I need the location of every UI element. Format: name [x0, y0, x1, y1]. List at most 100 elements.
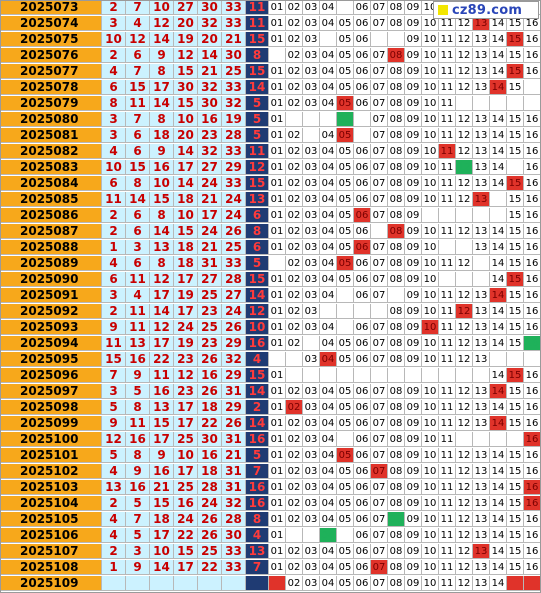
trend-cell: 04 — [320, 496, 337, 511]
draw-row: 2025105 4 7 18 24 26 28 8 01 02 03 04 05 06 07 08 09 10 11… — [0, 512, 541, 528]
trend-hit-cell: 02 — [286, 400, 303, 415]
red-ball-number: 2 — [102, 208, 126, 223]
trend-cell: 04 — [320, 208, 337, 223]
trend-cell: 04 — [320, 416, 337, 431]
red-ball-number: 6 — [126, 208, 150, 223]
trend-cell — [456, 208, 473, 223]
blue-ball-number: 6 — [246, 208, 269, 223]
red-ball-number: 28 — [198, 480, 222, 495]
trend-cell: 13 — [473, 464, 490, 479]
draw-row: 2025103 13 16 21 25 28 31 16 01 02 03 04 05 06 07 08 09 1… — [0, 480, 541, 496]
blue-ball-number: 12 — [246, 304, 269, 319]
trend-cell: 06 — [354, 32, 371, 47]
blue-ball-number: 4 — [246, 352, 269, 367]
trend-cell: 04 — [320, 320, 337, 335]
trend-cell: 06 — [354, 496, 371, 511]
trend-cell: 09 — [405, 80, 422, 95]
red-ball-number: 11 — [102, 192, 126, 207]
trend-cell: 09 — [405, 448, 422, 463]
trend-cell: 15 — [507, 208, 524, 223]
trend-cell: 05 — [337, 144, 354, 159]
trend-cell: 04 — [320, 480, 337, 495]
trend-cell: 07 — [371, 336, 388, 351]
site-logo[interactable]: cz89.com — [433, 1, 539, 19]
trend-cell: 03 — [303, 48, 320, 63]
trend-cell: 09 — [405, 64, 422, 79]
red-ball-number: 17 — [150, 288, 174, 303]
red-ball-number: 17 — [150, 336, 174, 351]
trend-cell: 10 — [422, 512, 439, 527]
red-ball-number: 25 — [198, 288, 222, 303]
red-ball-number: 21 — [198, 240, 222, 255]
red-ball-number: 25 — [174, 432, 198, 447]
red-ball-number: 17 — [174, 560, 198, 575]
draw-row: 2025073 2 7 10 27 30 33 11 01 02 03 04 06 07 08 09 10 — [0, 0, 541, 16]
red-ball-number: 26 — [198, 528, 222, 543]
trend-cell: 13 — [473, 64, 490, 79]
trend-hit-cell: 16 — [524, 480, 541, 495]
period-number: 2025082 — [0, 144, 102, 159]
red-ball-number: 30 — [198, 432, 222, 447]
red-ball-number: 11 — [126, 416, 150, 431]
trend-cell: 05 — [337, 400, 354, 415]
trend-cell — [388, 288, 405, 303]
trend-cell: 03 — [303, 464, 320, 479]
draw-row: 2025082 4 6 9 14 32 33 11 01 02 03 04 05 06 07 08 09 10 11… — [0, 144, 541, 160]
trend-cell: 16 — [524, 400, 541, 415]
trend-cell: 06 — [354, 224, 371, 239]
trend-cell: 12 — [456, 32, 473, 47]
red-ball-number: 21 — [150, 480, 174, 495]
red-ball-number: 18 — [150, 512, 174, 527]
trend-cell: 01 — [269, 288, 286, 303]
red-ball-number: 27 — [198, 160, 222, 175]
red-ball-number: 3 — [102, 16, 126, 31]
red-ball-number: 18 — [198, 464, 222, 479]
trend-cell: 08 — [388, 352, 405, 367]
blue-ball-number: 15 — [246, 272, 269, 287]
draw-row: 2025086 2 6 8 10 17 24 6 01 02 03 04 05 06 07 08 09 15 16 — [0, 208, 541, 224]
trend-cell: 09 — [405, 96, 422, 111]
trend-cell: 16 — [524, 128, 541, 143]
trend-cell: 01 — [269, 496, 286, 511]
red-ball-number: 18 — [198, 400, 222, 415]
red-ball-number: 16 — [174, 496, 198, 511]
red-ball-number: 32 — [198, 80, 222, 95]
trend-cell: 07 — [371, 96, 388, 111]
red-ball-number: 4 — [102, 64, 126, 79]
red-ball-number: 33 — [222, 256, 246, 271]
trend-hit-cell: 14 — [490, 384, 507, 399]
trend-cell: 13 — [473, 320, 490, 335]
trend-cell: 10 — [422, 352, 439, 367]
trend-cell: 10 — [422, 416, 439, 431]
red-ball-number: 6 — [126, 256, 150, 271]
red-ball-number: 24 — [174, 512, 198, 527]
red-ball-number: 17 — [174, 464, 198, 479]
blue-ball-number: 11 — [246, 144, 269, 159]
trend-cell: 14 — [490, 464, 507, 479]
red-ball-number: 9 — [150, 144, 174, 159]
trend-cell: 02 — [286, 336, 303, 351]
period-number: 2025078 — [0, 80, 102, 95]
draw-row: 2025098 5 8 13 17 18 29 2 01 02 03 04 05 06 07 08 09 10 11… — [0, 400, 541, 416]
red-ball-number: 7 — [126, 64, 150, 79]
red-ball-number: 1 — [102, 240, 126, 255]
red-ball-number: 25 — [198, 544, 222, 559]
red-ball-number: 16 — [198, 448, 222, 463]
trend-cell: 05 — [337, 240, 354, 255]
trend-cell: 12 — [456, 416, 473, 431]
period-number: 2025075 — [0, 32, 102, 47]
trend-cell: 01 — [269, 528, 286, 543]
draw-row: 2025101 5 8 9 10 16 21 5 01 02 03 04 05 06 07 08 09 10 11 1… — [0, 448, 541, 464]
trend-cell: 16 — [524, 144, 541, 159]
trend-cell: 09 — [405, 336, 422, 351]
red-ball-number: 30 — [198, 0, 222, 15]
red-ball-number: 31 — [222, 464, 246, 479]
red-ball-number: 11 — [126, 320, 150, 335]
red-ball-number: 6 — [126, 128, 150, 143]
trend-cell: 10 — [422, 272, 439, 287]
trend-hit-cell: 15 — [507, 272, 524, 287]
red-ball-number: 7 — [102, 368, 126, 383]
red-ball-number: 17 — [174, 304, 198, 319]
trend-cell: 07 — [371, 176, 388, 191]
red-ball-number: 12 — [174, 48, 198, 63]
